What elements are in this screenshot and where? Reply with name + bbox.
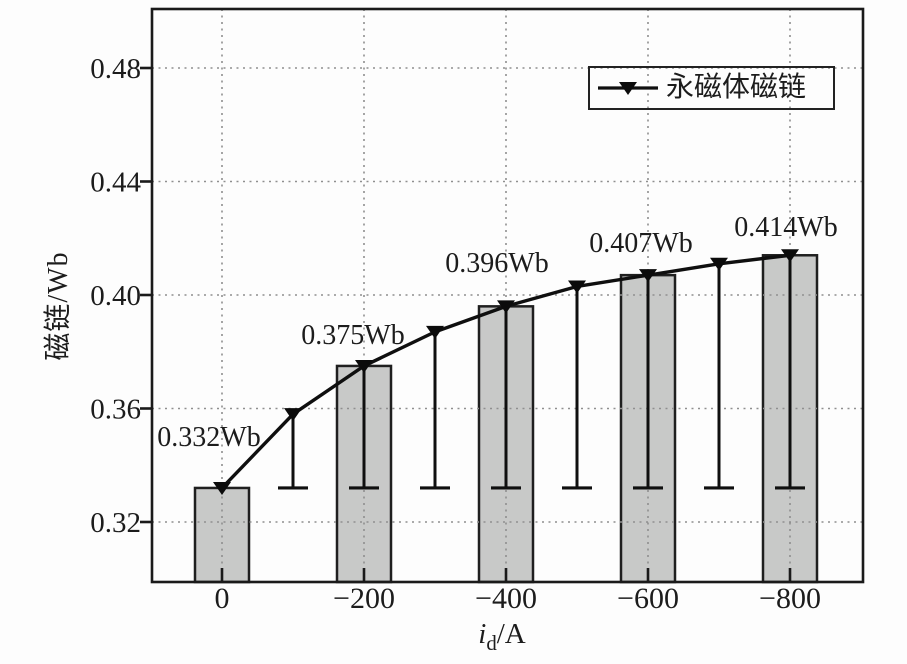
x-axis-title-unit: /A [496, 618, 526, 650]
marker-triangle-0 [213, 481, 231, 495]
x-tick-label--200: −200 [333, 582, 395, 615]
x-axis-title: id/A [437, 618, 567, 655]
value-label--200: 0.375Wb [301, 320, 404, 351]
legend-label: 永磁体磁链 [666, 72, 807, 103]
marker-triangle--400 [497, 300, 515, 314]
value-label--800: 0.414Wb [734, 212, 837, 243]
marker-triangle--100 [284, 408, 302, 422]
x-tick-label--600: −600 [617, 582, 679, 615]
x-tick-label--400: −400 [475, 582, 537, 615]
value-label-0: 0.332Wb [157, 422, 260, 453]
marker-triangle--800 [781, 249, 799, 263]
x-axis-title-variable: i [478, 618, 487, 650]
y-axis-title: 磁链/Wb [43, 251, 74, 361]
bar-0 [193, 486, 251, 584]
y-tick-label-0.44: 0.44 [90, 167, 141, 199]
y-tick-label-0.36: 0.36 [90, 394, 141, 426]
marker-triangle--200 [355, 359, 373, 373]
legend-line-marker-icon [598, 82, 658, 95]
x-tick-label--800: −800 [759, 582, 821, 615]
y-tick-label-0.32: 0.32 [90, 507, 141, 539]
legend: 永磁体磁链 [588, 66, 835, 110]
marker-triangle--600 [639, 269, 657, 283]
marker-triangle--300 [426, 325, 444, 339]
x-axis-title-subscript: d [486, 630, 497, 655]
y-tick-label-0.4: 0.40 [90, 280, 141, 312]
marker-triangle--500 [568, 280, 586, 294]
y-tick-label-0.48: 0.48 [90, 53, 141, 85]
marker-triangle--700 [710, 257, 728, 271]
value-label--600: 0.407Wb [589, 228, 692, 259]
x-tick-label-0: 0 [215, 582, 230, 615]
value-label--400: 0.396Wb [445, 248, 548, 279]
